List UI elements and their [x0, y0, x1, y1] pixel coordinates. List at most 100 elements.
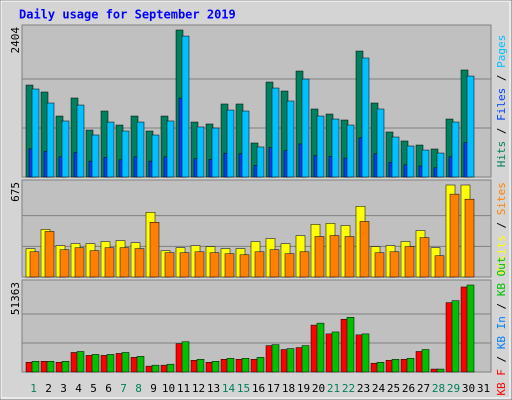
legend-entry: Sites	[495, 182, 508, 215]
bar	[179, 252, 190, 278]
bar	[361, 57, 370, 178]
chart-title: Daily usage for September 2019	[19, 8, 236, 22]
bar	[106, 354, 115, 373]
bar	[301, 345, 310, 373]
legend: KB F / KB In / KB Out	[495, 256, 508, 395]
x-tick-label: 20	[312, 382, 325, 395]
bar	[449, 193, 460, 278]
plot-area	[21, 279, 492, 373]
x-tick-label: 11	[177, 382, 190, 395]
bar	[299, 251, 310, 278]
bar	[301, 78, 310, 178]
legend-separator: /	[495, 121, 508, 141]
bar	[181, 35, 190, 178]
bar	[241, 358, 250, 373]
bar	[436, 368, 445, 373]
x-tick-label: 25	[387, 382, 400, 395]
bar	[164, 252, 175, 278]
bar	[59, 249, 70, 278]
x-tick-label: 12	[192, 382, 205, 395]
bar	[376, 108, 385, 178]
bar	[239, 254, 250, 278]
legend-entry: Pages	[495, 35, 508, 68]
bar	[404, 246, 415, 278]
bar	[316, 115, 325, 178]
x-tick-label: 2	[45, 382, 52, 395]
bar	[421, 149, 430, 178]
x-tick-label: 1	[30, 382, 37, 395]
y-tick-label: 675	[9, 182, 22, 202]
bar	[104, 247, 115, 278]
bar	[61, 120, 70, 178]
bar	[166, 363, 175, 373]
bar	[466, 284, 475, 373]
legend-separator: /	[495, 296, 508, 316]
bar	[224, 253, 235, 278]
bar	[211, 360, 220, 373]
bar	[374, 252, 385, 278]
bar	[46, 360, 55, 373]
bar	[271, 344, 280, 373]
x-tick-label: 3	[60, 382, 67, 395]
x-tick-label: 8	[135, 382, 142, 395]
x-tick-label: 29	[447, 382, 460, 395]
bar	[346, 317, 355, 373]
bar	[166, 120, 175, 178]
bar	[196, 126, 205, 178]
bar	[44, 231, 55, 278]
bar	[466, 75, 475, 178]
bar	[256, 357, 265, 373]
bar	[361, 333, 370, 373]
bar	[284, 253, 295, 278]
bar	[419, 237, 430, 278]
x-tick-label: 7	[120, 382, 127, 395]
x-tick-label: 19	[297, 382, 310, 395]
bar	[196, 359, 205, 373]
bar	[76, 104, 85, 178]
bar	[329, 235, 340, 278]
bar	[121, 130, 130, 178]
x-tick-label: 17	[267, 382, 280, 395]
bar	[91, 134, 100, 178]
bar	[344, 236, 355, 278]
bar	[434, 255, 445, 278]
x-tick-label: 5	[90, 382, 97, 395]
legend-entry: KB F	[495, 369, 508, 396]
bar	[211, 127, 220, 178]
x-tick-label: 18	[282, 382, 295, 395]
bar	[121, 352, 130, 373]
bar	[389, 251, 400, 278]
legend-separator: /	[495, 68, 508, 88]
x-tick-label: 22	[342, 382, 355, 395]
bar	[119, 247, 130, 278]
bar	[376, 361, 385, 373]
bar	[76, 351, 85, 373]
bar	[331, 331, 340, 373]
bar	[359, 221, 370, 278]
x-tick-label: 21	[327, 382, 340, 395]
bar	[91, 354, 100, 373]
x-tick-label: 30	[462, 382, 475, 395]
bar	[271, 87, 280, 178]
bar	[149, 222, 160, 278]
x-tick-label: 15	[237, 382, 250, 395]
legend-entry: Hits	[495, 141, 508, 168]
bar	[226, 358, 235, 373]
x-tick-label: 10	[162, 382, 175, 395]
bar	[391, 136, 400, 178]
bar	[209, 252, 220, 278]
bar	[29, 251, 40, 278]
legend: Visits / Sites	[495, 182, 508, 275]
bar	[194, 251, 205, 278]
bar	[286, 348, 295, 373]
x-tick-label: 27	[417, 382, 430, 395]
bar	[331, 118, 340, 178]
bar	[451, 300, 460, 373]
bar	[254, 251, 265, 278]
bar	[421, 349, 430, 373]
bar	[464, 198, 475, 278]
x-tick-label: 16	[252, 382, 265, 395]
